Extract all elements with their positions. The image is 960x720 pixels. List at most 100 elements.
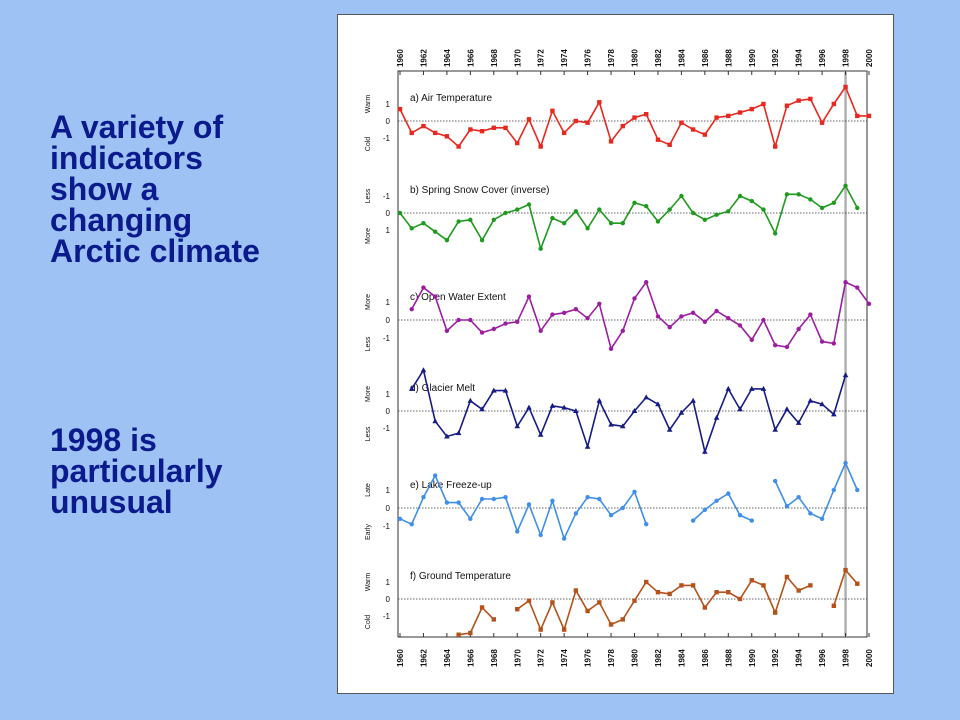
data-point <box>796 326 801 332</box>
y-side-label: Cold <box>365 137 372 152</box>
data-point <box>456 144 461 149</box>
data-point <box>737 193 743 199</box>
data-point <box>597 496 602 502</box>
panel-title: f) Ground Temperature <box>410 571 511 582</box>
x-tick-label-bottom: 1980 <box>631 649 640 667</box>
data-point <box>421 495 426 500</box>
data-point <box>502 387 509 393</box>
caption-line: unusual <box>50 484 173 520</box>
y-tick-label: 1 <box>386 578 391 587</box>
series-line <box>516 575 811 632</box>
y-tick-label: -1 <box>383 192 391 201</box>
data-point <box>714 498 719 503</box>
x-tick-label-top: 1968 <box>490 49 499 67</box>
x-tick-label-bottom: 1996 <box>818 649 827 667</box>
data-point <box>796 192 801 197</box>
y-tick-label: 0 <box>386 504 391 513</box>
data-point <box>831 487 837 493</box>
data-point <box>409 522 414 527</box>
y-tick-label: -1 <box>383 522 391 531</box>
data-point <box>855 205 860 211</box>
data-point <box>479 129 485 134</box>
data-point <box>784 574 790 580</box>
data-point <box>468 217 473 222</box>
data-point <box>491 496 496 502</box>
panel-title: e) Lake Freeze-up <box>410 480 492 491</box>
data-point <box>866 113 872 119</box>
data-point <box>795 419 802 425</box>
data-point <box>748 385 755 391</box>
data-point <box>690 397 696 403</box>
data-point <box>573 408 579 413</box>
data-point <box>667 142 672 147</box>
y-side-label: Warm <box>365 573 372 592</box>
data-point <box>620 221 625 226</box>
data-point <box>619 423 626 429</box>
data-point <box>585 495 590 500</box>
y-side-label: Less <box>365 336 372 351</box>
data-point <box>866 301 872 306</box>
data-point <box>702 319 708 324</box>
data-point <box>479 330 485 335</box>
x-tick-label-bottom: 1960 <box>396 649 405 667</box>
data-point <box>819 516 825 521</box>
data-point <box>573 118 579 124</box>
data-point <box>538 328 543 333</box>
data-point <box>784 344 790 350</box>
data-point <box>655 219 661 224</box>
data-point <box>561 627 567 632</box>
data-point <box>773 144 778 149</box>
data-point <box>573 209 579 214</box>
data-point <box>515 529 520 534</box>
data-point <box>561 221 567 226</box>
data-point <box>678 409 685 415</box>
x-tick-label-top: 1984 <box>677 49 686 67</box>
data-point <box>831 411 837 417</box>
data-point <box>526 202 532 207</box>
data-point <box>550 215 555 221</box>
data-point <box>667 325 672 330</box>
data-point <box>666 426 673 432</box>
x-tick-label-bottom: 1974 <box>560 649 569 667</box>
data-point <box>444 134 450 139</box>
data-point <box>808 312 813 317</box>
data-point <box>597 100 602 105</box>
data-point <box>644 112 649 117</box>
data-point <box>597 207 602 212</box>
data-point <box>632 489 637 494</box>
y-tick-label: 0 <box>386 316 391 325</box>
data-point <box>620 123 625 129</box>
data-point <box>737 110 743 115</box>
y-tick-label: 1 <box>386 486 391 495</box>
y-tick-label: 0 <box>386 117 391 126</box>
data-point <box>597 301 602 306</box>
data-point <box>561 404 567 410</box>
data-point <box>632 296 637 301</box>
y-tick-label: -1 <box>383 134 391 143</box>
data-point <box>760 385 767 391</box>
data-point <box>585 316 590 321</box>
x-tick-label-top: 1990 <box>748 49 757 67</box>
caption-line: indicators <box>50 140 203 176</box>
data-point <box>714 590 719 595</box>
series-line <box>774 460 859 520</box>
y-tick-label: -1 <box>383 334 391 343</box>
data-point <box>808 96 813 102</box>
data-point <box>644 204 649 209</box>
data-point <box>737 323 743 328</box>
data-point <box>831 200 837 205</box>
x-tick-label-top: 1988 <box>724 49 733 67</box>
data-point <box>773 478 778 484</box>
x-tick-label-top: 1982 <box>654 49 663 67</box>
panel-title: b) Spring Snow Cover (inverse) <box>410 185 550 196</box>
x-tick-label-top: 1970 <box>513 49 522 67</box>
caption-1998-unusual: 1998 is particularly unusual <box>50 424 223 520</box>
x-tick-label-bottom: 1962 <box>419 649 428 667</box>
x-tick-label-bottom: 1972 <box>537 649 546 667</box>
data-point <box>397 106 403 112</box>
y-side-label: Late <box>365 483 372 497</box>
x-tick-label-bottom: 1984 <box>677 649 686 667</box>
data-point <box>796 588 801 593</box>
data-point <box>491 617 496 622</box>
data-point <box>538 144 543 149</box>
